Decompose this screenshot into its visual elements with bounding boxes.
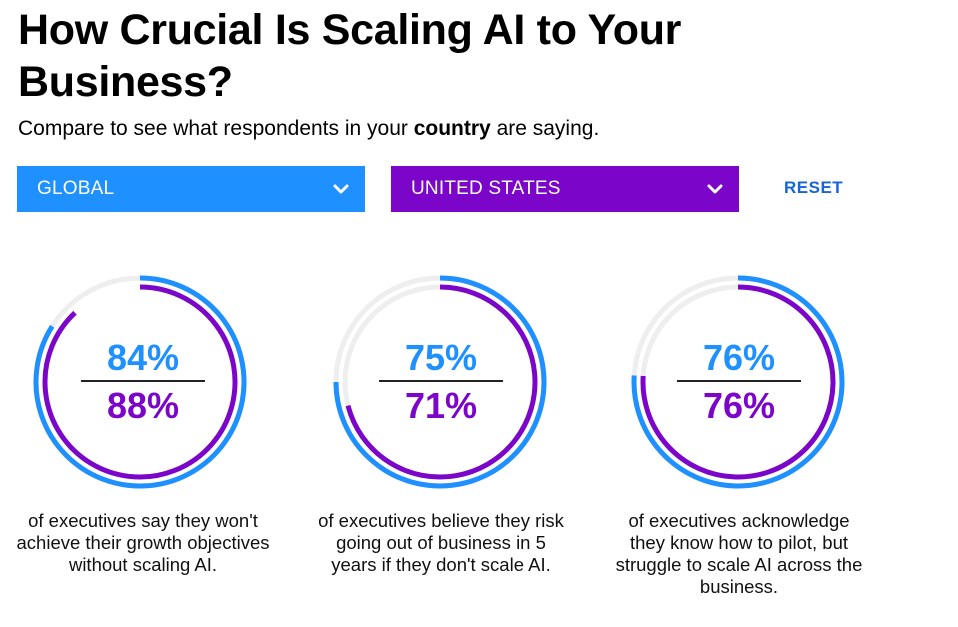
global-arc bbox=[631, 275, 845, 489]
divider bbox=[379, 380, 503, 382]
global-arc bbox=[33, 275, 247, 489]
global-arc bbox=[333, 275, 547, 489]
subtitle-text-end: are saying. bbox=[490, 117, 600, 140]
stat-description: of executives say they won't achieve the… bbox=[16, 510, 270, 575]
comparison-ring-chart bbox=[631, 275, 845, 489]
subtitle-emphasis: country bbox=[413, 117, 491, 140]
country-percent: 71% bbox=[404, 385, 478, 426]
page-subtitle: Compare to see what respondents in your … bbox=[18, 115, 599, 143]
country-dropdown[interactable]: UNITED STATES bbox=[391, 166, 739, 212]
chevron-down-icon bbox=[333, 184, 349, 194]
stat-description: of executives believe they risk going ou… bbox=[318, 510, 564, 575]
country-arc bbox=[42, 284, 238, 480]
country-arc bbox=[640, 284, 836, 480]
page-title: How Crucial Is Scaling AI to Your Busine… bbox=[18, 6, 682, 106]
reset-button[interactable]: RESET bbox=[784, 178, 844, 197]
comparison-ring-chart bbox=[333, 275, 547, 489]
country-percent: 88% bbox=[106, 385, 180, 426]
global-percent: 84% bbox=[106, 337, 180, 378]
country-dropdown-label: UNITED STATES bbox=[411, 178, 561, 199]
stat-description: of executives acknowledge they know how … bbox=[615, 510, 863, 597]
country-percent: 76% bbox=[702, 385, 776, 426]
global-percent: 76% bbox=[702, 337, 776, 378]
chevron-down-icon bbox=[707, 184, 723, 194]
global-percent: 75% bbox=[404, 337, 478, 378]
divider bbox=[81, 380, 205, 382]
global-dropdown[interactable]: GLOBAL bbox=[17, 166, 365, 212]
subtitle-text: Compare to see what respondents in your bbox=[18, 117, 414, 140]
country-arc bbox=[345, 284, 538, 480]
comparison-ring-chart bbox=[33, 275, 247, 489]
divider bbox=[677, 380, 801, 382]
global-dropdown-label: GLOBAL bbox=[37, 178, 115, 199]
